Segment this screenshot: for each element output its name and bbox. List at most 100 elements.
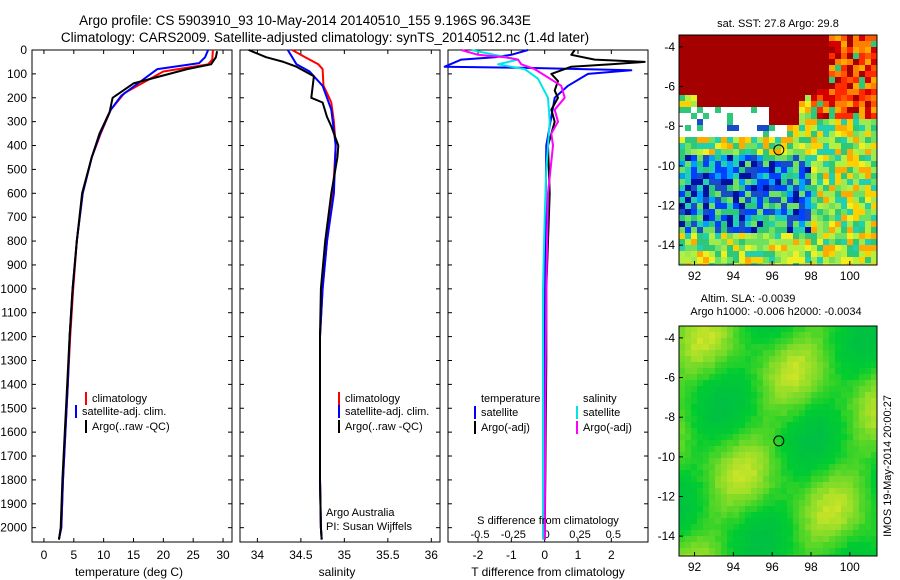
sla-cell bbox=[697, 374, 703, 380]
sla-cell bbox=[733, 398, 739, 404]
sst-cell bbox=[865, 35, 871, 41]
sst-cell bbox=[835, 119, 841, 125]
sst-cell bbox=[781, 167, 787, 173]
sla-cell bbox=[697, 368, 703, 374]
sla-cell bbox=[745, 386, 751, 392]
sst-cell bbox=[841, 263, 847, 265]
sla-cell bbox=[769, 434, 775, 440]
sla-cell bbox=[811, 554, 817, 556]
sst-cell bbox=[799, 131, 805, 137]
sla-cell bbox=[691, 452, 697, 458]
sst-cell bbox=[811, 197, 817, 203]
sla-cell bbox=[781, 428, 787, 434]
sst-cell bbox=[727, 53, 733, 59]
sla-cell bbox=[727, 374, 733, 380]
sst-cell bbox=[739, 209, 745, 215]
sla-cell bbox=[703, 488, 709, 494]
sla-cell bbox=[709, 428, 715, 434]
sla-cell bbox=[751, 536, 757, 542]
sla-cell bbox=[745, 476, 751, 482]
sst-cell bbox=[715, 161, 721, 167]
sst-cell bbox=[769, 185, 775, 191]
sst-cell bbox=[823, 257, 829, 263]
sst-cell bbox=[745, 155, 751, 161]
sla-cell bbox=[745, 410, 751, 416]
sla-cell bbox=[811, 368, 817, 374]
sst-cell bbox=[853, 107, 859, 113]
sst-cell bbox=[847, 59, 853, 65]
sla-cell bbox=[847, 434, 853, 440]
sst-cell bbox=[709, 257, 715, 263]
sst-cell bbox=[805, 233, 811, 239]
depth-tick-label: 1400 bbox=[0, 377, 27, 391]
sla-cell bbox=[865, 362, 871, 368]
sla-cell bbox=[763, 368, 769, 374]
sst-cell bbox=[727, 215, 733, 221]
sla-cell bbox=[691, 332, 697, 338]
sla-cell bbox=[853, 494, 859, 500]
sla-cell bbox=[781, 374, 787, 380]
sst-cell bbox=[793, 233, 799, 239]
sst-cell bbox=[691, 197, 697, 203]
sst-cell bbox=[721, 59, 727, 65]
sla-cell bbox=[727, 494, 733, 500]
sla-cell bbox=[817, 422, 823, 428]
sst-cell bbox=[715, 233, 721, 239]
sla-cell bbox=[703, 452, 709, 458]
sst-cell bbox=[793, 203, 799, 209]
sla-cell bbox=[691, 398, 697, 404]
sst-cell bbox=[829, 137, 835, 143]
sst-cell bbox=[817, 227, 823, 233]
sla-cell bbox=[859, 332, 865, 338]
sla-cell bbox=[817, 512, 823, 518]
sla-cell bbox=[847, 494, 853, 500]
sla-cell bbox=[751, 326, 757, 332]
sla-cell bbox=[733, 422, 739, 428]
sla-cell bbox=[685, 542, 691, 548]
salinity-plot-frame bbox=[239, 49, 441, 543]
sla-cell bbox=[727, 542, 733, 548]
map-x-tick-label: 100 bbox=[840, 560, 860, 574]
sla-cell bbox=[733, 536, 739, 542]
sst-cell bbox=[739, 245, 745, 251]
difference-xlabel: T difference from climatology bbox=[471, 565, 625, 579]
sla-cell bbox=[697, 404, 703, 410]
sst-cell bbox=[853, 155, 859, 161]
sla-cell bbox=[709, 398, 715, 404]
sla-cell bbox=[679, 392, 685, 398]
sst-cell bbox=[703, 149, 709, 155]
sst-cell bbox=[781, 161, 787, 167]
sst-cell bbox=[709, 185, 715, 191]
sla-cell bbox=[805, 548, 811, 554]
sst-cell bbox=[757, 143, 763, 149]
sst-cell bbox=[697, 155, 703, 161]
sla-cell bbox=[685, 536, 691, 542]
sla-cell bbox=[697, 488, 703, 494]
map-y-tick-label: -4 bbox=[664, 331, 675, 345]
sst-cell bbox=[835, 83, 841, 89]
sst-cell bbox=[835, 221, 841, 227]
sst-cell bbox=[865, 137, 871, 143]
sst-cell bbox=[745, 167, 751, 173]
sla-cell bbox=[859, 356, 865, 362]
sla-cell bbox=[871, 464, 877, 470]
sla-cell bbox=[859, 512, 865, 518]
sst-cell bbox=[841, 47, 847, 53]
sla-cell bbox=[769, 416, 775, 422]
sst-cell bbox=[787, 233, 793, 239]
sst-cell bbox=[799, 89, 805, 95]
sst-cell bbox=[841, 113, 847, 119]
depth-tick-label: 100 bbox=[7, 67, 27, 81]
sst-cell bbox=[757, 77, 763, 83]
map-y-tick-label: -6 bbox=[664, 80, 675, 94]
sst-cell bbox=[715, 257, 721, 263]
sst-cell bbox=[871, 77, 877, 83]
sst-cell bbox=[787, 119, 793, 125]
sla-cell bbox=[853, 512, 859, 518]
sst-cell bbox=[805, 215, 811, 221]
sst-cell bbox=[871, 245, 877, 251]
sla-cell bbox=[859, 410, 865, 416]
sst-cell bbox=[715, 239, 721, 245]
sst-cell bbox=[841, 197, 847, 203]
sst-cell bbox=[697, 179, 703, 185]
